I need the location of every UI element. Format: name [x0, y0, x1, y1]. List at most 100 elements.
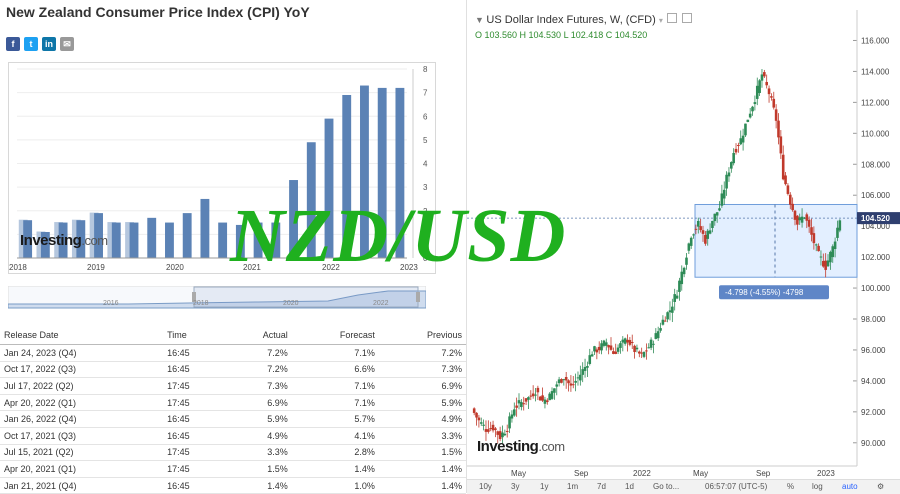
y-tick-label: 96.000	[861, 346, 886, 355]
header-forecast: Forecast	[291, 326, 379, 345]
candle-body	[560, 379, 563, 383]
email-icon[interactable]: ✉	[60, 37, 74, 51]
cpi-bar	[94, 213, 103, 258]
candle-body	[786, 185, 790, 194]
navigator-area	[8, 290, 426, 309]
navigator-handle-left	[192, 292, 196, 302]
y-tick-label: 2	[423, 207, 428, 216]
candle-body	[758, 80, 761, 93]
candle-body	[609, 345, 613, 350]
cell-time: 17:45	[163, 444, 225, 462]
gear-icon[interactable]: ⚙	[877, 482, 885, 491]
chevron-down-icon[interactable]: ▾	[658, 16, 666, 25]
y-tick-label: 114.000	[861, 67, 890, 76]
goto-button[interactable]: Go to...	[653, 482, 680, 491]
x-tick-label: 2019	[87, 263, 105, 272]
candle-body	[583, 366, 587, 371]
candle-body	[482, 424, 485, 426]
cell-forecast: 5.7%	[291, 410, 379, 428]
cpi-bar	[165, 222, 174, 258]
candle-body	[487, 429, 490, 432]
cell-actual: 1.4%	[224, 477, 292, 494]
cell-time: 16:45	[163, 427, 225, 445]
candle-body	[699, 226, 702, 231]
candle-body	[779, 136, 783, 154]
close-icon[interactable]	[682, 13, 693, 23]
x-tick-label: 2021	[243, 263, 261, 272]
candle-body	[763, 72, 766, 77]
candle-body	[635, 347, 639, 350]
table-row: Jan 24, 2023 (Q4) 16:45 7.2% 7.1% 7.2%	[0, 344, 466, 362]
cell-previous: 1.4%	[378, 477, 466, 494]
candle-body	[524, 398, 528, 402]
auto-toggle[interactable]: auto	[842, 482, 858, 491]
candle-body	[708, 230, 712, 234]
range-1d[interactable]: 1d	[625, 482, 634, 491]
facebook-icon[interactable]: f	[6, 37, 20, 51]
candle-body	[612, 351, 615, 354]
dxy-candlestick-chart[interactable]: 90.000 92.000 94.000 96.000 98.000 100.000 102…	[467, 0, 900, 479]
cell-forecast: 2.8%	[291, 444, 379, 462]
percent-toggle[interactable]: %	[787, 482, 795, 491]
cell-forecast: 1.4%	[291, 460, 379, 478]
candle-body	[472, 408, 476, 413]
table-row: Jul 15, 2021 (Q2) 17:45 3.3% 2.8% 1.5%	[0, 444, 466, 462]
range-1y[interactable]: 1y	[540, 482, 549, 491]
candle-body	[520, 402, 523, 408]
y-tick-label: 7	[423, 89, 428, 98]
candle-body	[838, 220, 842, 231]
y-tick-label: 102.000	[861, 253, 890, 262]
candle-body	[522, 403, 526, 405]
cpi-bar	[289, 180, 298, 258]
candle-body	[680, 271, 684, 285]
cpi-bar	[395, 87, 405, 259]
table-row: Apr 20, 2022 (Q1) 17:45 6.9% 7.1% 5.9%	[0, 394, 466, 412]
log-toggle[interactable]: log	[812, 482, 823, 491]
candle-body	[781, 154, 785, 180]
y-tick-label: 110.000	[861, 129, 890, 138]
range-1m[interactable]: 1m	[567, 482, 579, 491]
candle-body	[475, 412, 478, 418]
candle-body	[569, 383, 573, 386]
candle-body	[689, 237, 693, 246]
symbol-header[interactable]: ▼ US Dollar Index Futures, W, (CFD) ▾	[475, 13, 693, 26]
cpi-bar	[182, 213, 192, 258]
twitter-icon[interactable]: t	[24, 37, 38, 51]
cpi-bar	[147, 217, 157, 258]
cpi-bar	[271, 222, 281, 258]
cpi-bar	[129, 222, 139, 258]
cell-time: 17:45	[163, 377, 225, 395]
symbol-title: US Dollar Index Futures, W, (CFD)	[486, 14, 656, 26]
candle-body	[675, 295, 679, 299]
cpi-bar	[76, 220, 86, 258]
x-tick-label: 2020	[166, 263, 184, 272]
candle-body	[734, 148, 738, 153]
range-10y[interactable]: 10y	[479, 482, 492, 491]
candle-body	[571, 384, 575, 386]
cell-forecast: 7.1%	[291, 377, 379, 395]
cell-actual: 4.9%	[224, 427, 292, 445]
candle-body	[628, 340, 632, 345]
header-time: Time	[163, 326, 225, 345]
measure-box	[694, 203, 858, 278]
cell-release-date: Jan 21, 2021 (Q4)	[0, 477, 164, 494]
settings-icon[interactable]	[667, 13, 678, 23]
cell-release-date: Jan 26, 2022 (Q4)	[0, 410, 164, 428]
range-7d[interactable]: 7d	[597, 482, 606, 491]
candle-body	[720, 193, 724, 206]
candle-body	[553, 388, 556, 393]
linkedin-icon[interactable]: in	[42, 37, 56, 51]
candle-body	[515, 405, 518, 408]
candle-body	[725, 174, 728, 189]
navigator-year-label: 2022	[373, 300, 389, 307]
candle-body	[694, 228, 698, 230]
candle-body	[633, 345, 636, 353]
range-3y[interactable]: 3y	[511, 482, 520, 491]
candle-body	[595, 349, 599, 353]
chart-navigator[interactable]: 2016 2018 2020 2022	[8, 286, 426, 314]
table-row: Oct 17, 2021 (Q3) 16:45 4.9% 4.1% 3.3%	[0, 427, 466, 445]
candle-body	[824, 260, 827, 270]
candle-body	[654, 333, 658, 339]
candle-body	[567, 380, 570, 384]
y-tick-label: 108.000	[861, 160, 890, 169]
